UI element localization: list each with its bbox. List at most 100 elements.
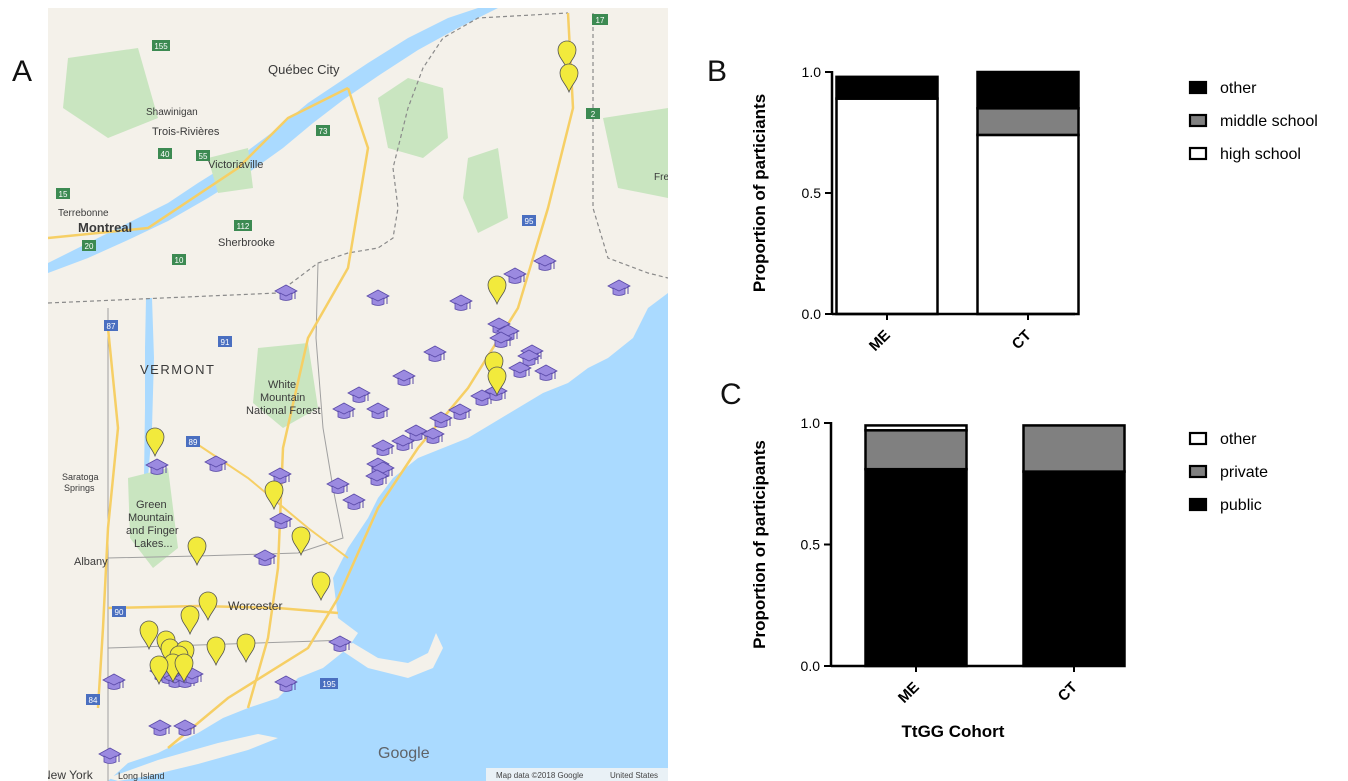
pin-marker[interactable] — [149, 655, 169, 686]
school-marker[interactable] — [503, 267, 527, 284]
school-marker[interactable] — [421, 427, 445, 444]
map-park-2 — [463, 148, 508, 233]
route-87: 87 — [107, 322, 116, 331]
school-marker[interactable] — [489, 331, 513, 348]
pin-marker[interactable] — [139, 620, 159, 651]
legend-label: other — [1220, 431, 1257, 448]
pin-marker[interactable] — [487, 366, 507, 397]
route-89: 89 — [189, 438, 198, 447]
y-tick-label: 0.0 — [802, 306, 822, 322]
school-marker[interactable] — [342, 493, 366, 510]
pin-marker[interactable] — [236, 633, 256, 664]
y-tick-label: 0.5 — [801, 537, 821, 553]
legend-swatch — [1188, 113, 1208, 128]
school-marker[interactable] — [274, 675, 298, 692]
label-sherbrooke: Sherbrooke — [218, 237, 275, 249]
map-attribution[interactable]: Map data ©2018 Google — [496, 771, 584, 780]
school-marker[interactable] — [326, 477, 350, 494]
label-vermont: VERMONT — [140, 362, 216, 377]
school-marker[interactable] — [332, 402, 356, 419]
pin-marker[interactable] — [311, 571, 331, 602]
label-green-mountain-3: and Finger — [126, 525, 179, 537]
school-marker[interactable] — [102, 673, 126, 690]
map-st-lawrence — [48, 8, 498, 273]
route-155: 155 — [154, 42, 168, 51]
route-40: 40 — [161, 150, 170, 159]
y-tick-label: 1.0 — [802, 64, 822, 80]
school-marker[interactable] — [145, 458, 169, 475]
label-trois-rivieres: Trois-Rivières — [152, 126, 220, 138]
school-marker[interactable] — [508, 361, 532, 378]
y-tick-label: 0.5 — [802, 185, 822, 201]
chart-b: ME CT 0.0 0.5 1.0 Proportion of particiants ot… — [720, 55, 1340, 385]
school-marker[interactable] — [448, 403, 472, 420]
y-axis-title: Proportion of participants — [750, 440, 769, 649]
map-highway-87 — [96, 327, 120, 709]
y-tick-label: 1.0 — [801, 415, 821, 431]
pin-marker[interactable] — [559, 63, 579, 94]
school-marker[interactable] — [392, 369, 416, 386]
school-marker[interactable] — [366, 402, 390, 419]
school-marker[interactable] — [429, 411, 453, 428]
bar-segment-public — [1022, 470, 1126, 668]
pin-marker[interactable] — [291, 526, 311, 557]
label-saratoga-1: Saratoga — [62, 472, 99, 482]
school-marker[interactable] — [274, 284, 298, 301]
pin-marker[interactable] — [180, 605, 200, 636]
map-long-island — [108, 734, 278, 781]
school-marker[interactable] — [366, 289, 390, 306]
route-15: 15 — [59, 190, 68, 199]
legend-label: private — [1220, 464, 1268, 481]
label-white-mountain-1: White — [268, 379, 296, 391]
school-marker[interactable] — [449, 294, 473, 311]
map-highway-90 — [107, 604, 339, 615]
school-marker[interactable] — [253, 549, 277, 566]
map-country[interactable]: United States — [610, 771, 658, 780]
school-marker[interactable] — [328, 635, 352, 652]
label-shawinigan: Shawinigan — [146, 107, 198, 118]
map-park-1 — [378, 78, 448, 158]
pin-marker[interactable] — [206, 636, 226, 667]
bar-segment-high-school — [976, 133, 1080, 316]
route-17: 17 — [596, 16, 605, 25]
school-marker[interactable] — [365, 469, 389, 486]
school-marker[interactable] — [533, 254, 557, 271]
label-long-island: Long Island — [118, 771, 165, 781]
panel-letter-a: A — [12, 55, 33, 88]
school-marker[interactable] — [391, 434, 415, 451]
pin-marker[interactable] — [487, 275, 507, 306]
school-marker[interactable] — [371, 439, 395, 456]
pin-marker[interactable] — [187, 536, 207, 567]
map-border-nb — [592, 13, 668, 279]
map-canvas[interactable]: Québec City Shawinigan Trois-Rivières Vi… — [48, 8, 668, 781]
x-tick-label: CT — [1009, 327, 1035, 353]
school-marker[interactable] — [347, 386, 371, 403]
pin-marker[interactable] — [557, 40, 577, 71]
map-park-3 — [603, 108, 668, 198]
pin-marker[interactable] — [198, 591, 218, 622]
y-axis-title: Proportion of particiants — [750, 94, 769, 292]
pin-marker[interactable] — [174, 653, 194, 684]
panel-letter-b: B — [707, 55, 728, 88]
school-marker[interactable] — [148, 719, 172, 736]
school-marker[interactable] — [269, 512, 293, 529]
bar-segment-other — [835, 75, 939, 100]
map-park-green-mountain — [128, 468, 178, 568]
school-marker[interactable] — [607, 279, 631, 296]
route-95: 95 — [525, 217, 534, 226]
bar-segment-public — [864, 467, 968, 668]
pin-marker[interactable] — [145, 427, 165, 458]
school-marker[interactable] — [173, 719, 197, 736]
school-marker[interactable] — [204, 455, 228, 472]
label-white-mountain-3: National Forest — [246, 405, 321, 417]
school-marker[interactable] — [534, 364, 558, 381]
map-panel[interactable]: Québec City Shawinigan Trois-Rivières Vi… — [48, 8, 668, 781]
school-marker[interactable] — [423, 345, 447, 362]
school-marker[interactable] — [98, 747, 122, 764]
label-saratoga-2: Springs — [64, 483, 95, 493]
route-20: 20 — [85, 242, 94, 251]
route-195: 195 — [322, 680, 336, 689]
pin-marker[interactable] — [264, 480, 284, 511]
label-green-mountain-2: Mountain — [128, 512, 173, 524]
label-quebec-city: Québec City — [268, 62, 340, 77]
